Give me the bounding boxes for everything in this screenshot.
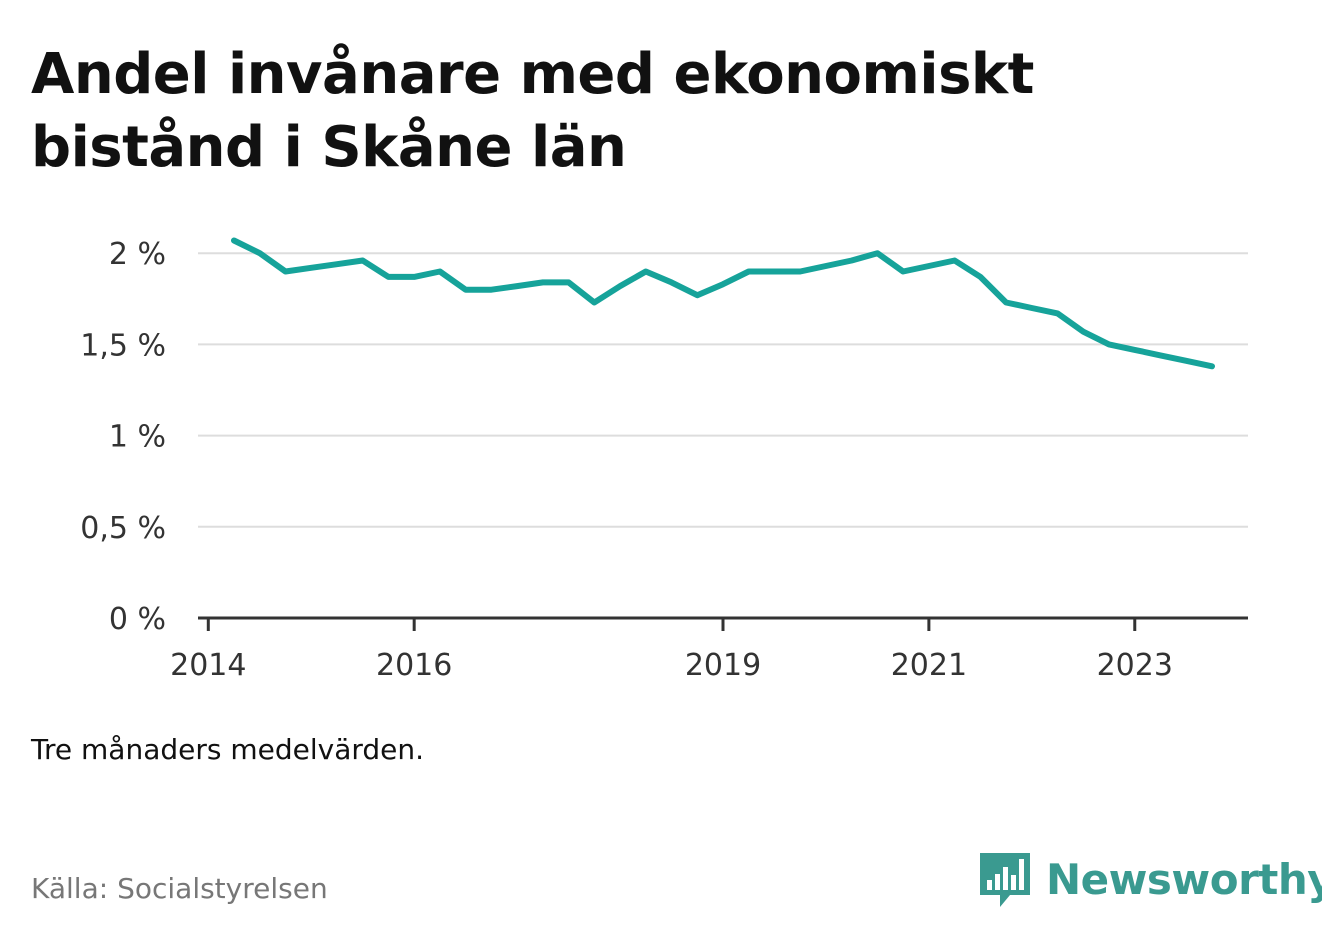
data-point — [1183, 358, 1189, 364]
data-point — [463, 287, 469, 293]
data-point — [977, 274, 983, 280]
data-point — [1106, 341, 1112, 347]
data-point — [1080, 329, 1086, 335]
data-point — [437, 268, 443, 274]
data-point — [231, 237, 237, 243]
data-point — [566, 279, 572, 285]
data-point — [643, 268, 649, 274]
data-point — [720, 281, 726, 287]
x-axis-labels: 2014 2016 2019 2021 2023 — [170, 648, 1173, 683]
x-tick-label: 2014 — [170, 648, 246, 683]
data-point — [669, 279, 675, 285]
x-axis — [198, 616, 1248, 631]
data-point — [360, 258, 366, 264]
data-point — [849, 258, 855, 264]
x-tick-label: 2021 — [891, 648, 967, 683]
data-point — [385, 274, 391, 280]
data-point — [874, 250, 880, 256]
data-point — [1158, 352, 1164, 358]
y-tick-label: 1,5 % — [80, 328, 166, 363]
data-point — [617, 283, 623, 289]
data-point — [1209, 363, 1215, 369]
x-tick-label: 2023 — [1097, 648, 1173, 683]
data-point — [308, 265, 314, 271]
y-axis-labels: 0 % 0,5 % 1 % 1,5 % 2 % — [80, 237, 166, 637]
data-point — [488, 287, 494, 293]
data-point — [1132, 347, 1138, 353]
data-point — [257, 250, 263, 256]
x-tick-label: 2019 — [685, 648, 761, 683]
line-chart: 0 % 0,5 % 1 % 1,5 % 2 % 2014 2016 2019 2021 2023 — [80, 237, 1248, 683]
series-layer — [231, 237, 1215, 370]
data-point — [823, 263, 829, 269]
data-point — [334, 261, 340, 267]
y-tick-label: 0,5 % — [80, 511, 166, 546]
chart-note: Tre månaders medelvärden. — [31, 733, 425, 766]
y-tick-label: 1 % — [109, 420, 166, 455]
brand-name: Newsworthy — [1046, 854, 1322, 904]
data-point — [1055, 310, 1061, 316]
y-tick-label: 2 % — [109, 237, 166, 272]
series-line — [231, 237, 1215, 370]
x-tick-label: 2016 — [376, 648, 452, 683]
data-point — [411, 274, 417, 280]
source-credit: Källa: Socialstyrelsen — [31, 872, 328, 905]
data-point — [1029, 305, 1035, 311]
data-point — [694, 292, 700, 298]
chart-title: Andel invånare med ekonomiskt bistånd i … — [31, 42, 1034, 180]
data-point — [926, 263, 932, 269]
data-point — [514, 283, 520, 289]
bar-chart-speech-bubble-icon — [980, 853, 1030, 907]
data-point — [771, 268, 777, 274]
y-tick-label: 0 % — [109, 602, 166, 637]
data-point — [900, 268, 906, 274]
data-point — [540, 279, 546, 285]
data-point — [283, 268, 289, 274]
data-point — [797, 268, 803, 274]
data-point — [1003, 299, 1009, 305]
data-point — [591, 299, 597, 305]
data-point — [746, 268, 752, 274]
brand-logo: Newsworthy — [980, 846, 1322, 912]
grid-lines — [198, 252, 1248, 528]
data-point — [952, 258, 958, 264]
